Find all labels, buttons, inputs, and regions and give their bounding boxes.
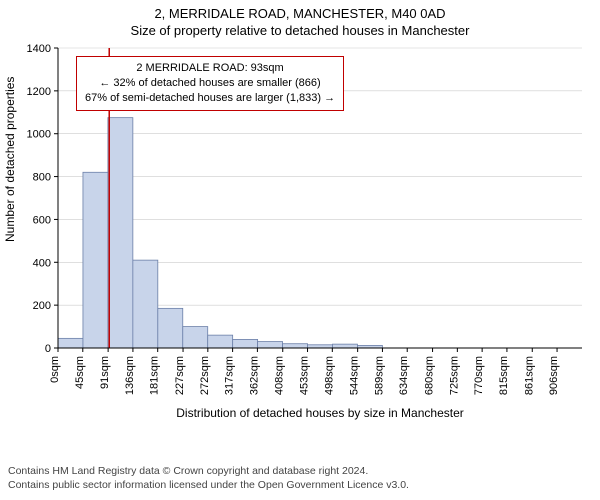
chart-area: Number of detached properties 0 200 400 600… [0, 42, 600, 446]
svg-text:400: 400 [33, 257, 51, 269]
svg-text:544sqm: 544sqm [349, 356, 361, 395]
svg-text:600: 600 [33, 214, 51, 226]
svg-text:200: 200 [33, 300, 51, 312]
svg-text:589sqm: 589sqm [373, 356, 385, 395]
svg-text:770sqm: 770sqm [473, 356, 485, 395]
footer-line-2: Contains public sector information licen… [8, 478, 409, 492]
svg-text:861sqm: 861sqm [523, 356, 535, 395]
svg-text:634sqm: 634sqm [398, 356, 410, 395]
svg-text:317sqm: 317sqm [224, 356, 236, 395]
svg-text:680sqm: 680sqm [424, 356, 436, 395]
svg-text:815sqm: 815sqm [498, 356, 510, 395]
svg-text:453sqm: 453sqm [299, 356, 311, 395]
callout-box: 2 MERRIDALE ROAD: 93sqm ← 32% of detache… [76, 56, 344, 111]
svg-text:1200: 1200 [27, 86, 51, 98]
svg-text:0: 0 [45, 343, 51, 355]
x-axis-label: Distribution of detached houses by size … [58, 406, 582, 420]
svg-text:800: 800 [33, 172, 51, 184]
svg-text:362sqm: 362sqm [248, 356, 260, 395]
svg-text:45sqm: 45sqm [74, 356, 86, 389]
callout-line-2: ← 32% of detached houses are smaller (86… [85, 76, 335, 91]
svg-text:272sqm: 272sqm [199, 356, 211, 395]
svg-text:181sqm: 181sqm [149, 356, 161, 395]
svg-text:136sqm: 136sqm [124, 356, 136, 395]
chart-container: { "title": "2, MERRIDALE ROAD, MANCHESTE… [0, 0, 600, 500]
svg-text:0sqm: 0sqm [49, 356, 61, 383]
footer-line-1: Contains HM Land Registry data © Crown c… [8, 464, 409, 478]
svg-text:227sqm: 227sqm [174, 356, 186, 395]
svg-text:1400: 1400 [27, 43, 51, 55]
svg-text:906sqm: 906sqm [548, 356, 560, 395]
page-title: 2, MERRIDALE ROAD, MANCHESTER, M40 0AD [0, 0, 600, 21]
svg-text:408sqm: 408sqm [274, 356, 286, 395]
page-subtitle: Size of property relative to detached ho… [0, 21, 600, 38]
callout-line-1: 2 MERRIDALE ROAD: 93sqm [85, 61, 335, 76]
svg-text:725sqm: 725sqm [448, 356, 460, 395]
y-axis-label: Number of detached properties [3, 77, 17, 242]
svg-text:1000: 1000 [27, 129, 51, 141]
svg-text:91sqm: 91sqm [99, 356, 111, 389]
svg-text:498sqm: 498sqm [323, 356, 335, 395]
footer-attribution: Contains HM Land Registry data © Crown c… [8, 464, 409, 492]
callout-line-3: 67% of semi-detached houses are larger (… [85, 91, 335, 106]
